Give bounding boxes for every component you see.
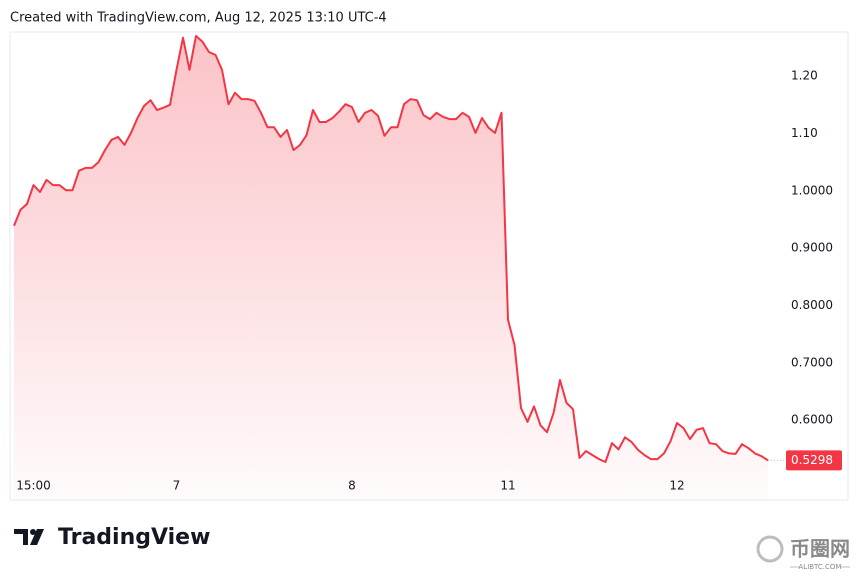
watermark-sub: ALIBTC.COM [799, 563, 842, 571]
watermark: 币圈网 [790, 537, 850, 561]
brand-name: TradingView [58, 525, 210, 550]
last-price-label: 0.5298 [791, 453, 833, 467]
y-tick-label: 0.6000 [791, 413, 833, 427]
y-tick-label: 0.9000 [791, 241, 833, 255]
area-fill [14, 36, 768, 500]
price-line [13, 35, 769, 463]
watermark-logo [756, 535, 850, 568]
y-tick-label: 0.7000 [791, 355, 833, 369]
y-tick-label: 0.8000 [791, 298, 833, 312]
chart-title: Created with TradingView.com, Aug 12, 20… [10, 11, 387, 26]
brand-logo [14, 529, 44, 545]
last-price-box [786, 450, 842, 471]
y-tick-label: 1.0000 [791, 183, 833, 197]
y-tick-label: 1.20 [791, 69, 818, 83]
y-tick-label: 1.10 [791, 126, 818, 140]
